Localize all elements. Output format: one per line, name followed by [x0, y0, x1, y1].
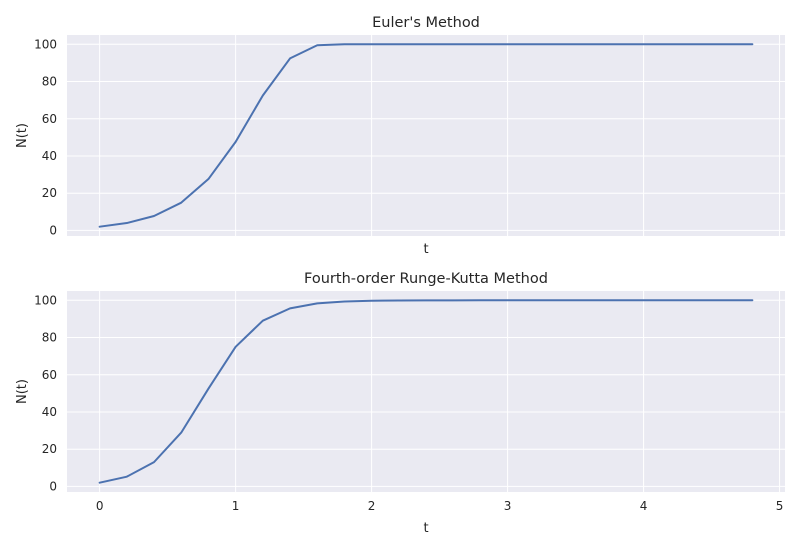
chart-0-ytick-label-2: 40	[42, 149, 57, 163]
chart-0-ytick-label-3: 60	[42, 112, 57, 126]
chart-0-ytick-label-4: 80	[42, 75, 57, 89]
chart-0-ytick-label-1: 20	[42, 186, 57, 200]
chart-1-xtick-label-5: 5	[776, 499, 784, 513]
chart-1-xtick-label-0: 0	[96, 499, 104, 513]
chart-1-ytick-label-2: 40	[42, 405, 57, 419]
chart-1-plot-area	[67, 291, 785, 492]
chart-1-ytick-label-1: 20	[42, 442, 57, 456]
chart-1-ytick-label-3: 60	[42, 368, 57, 382]
chart-1-ylabel: N(t)	[15, 379, 30, 404]
chart-1-panel: 0 20 40 60 80 100 0 1 2 3 4 5 Fourth-order Runge-Kut…	[15, 271, 785, 536]
chart-0-xlabel: t	[423, 242, 428, 257]
chart-1-series-0-line	[98, 299, 754, 484]
chart-1-xtick-label-1: 1	[232, 499, 240, 513]
chart-1-title: Fourth-order Runge-Kutta Method	[304, 271, 548, 287]
chart-0-plot-area	[67, 35, 785, 236]
chart-1-ytick-label-0: 0	[49, 479, 57, 493]
chart-0-title: Euler's Method	[372, 15, 480, 31]
chart-1-xlabel: t	[423, 521, 428, 536]
chart-0-series-0-line	[98, 43, 754, 228]
chart-0-ylabel: N(t)	[15, 123, 30, 148]
chart-1-xtick-label-3: 3	[504, 499, 512, 513]
chart-1-ytick-label-5: 100	[34, 293, 57, 307]
chart-1-ytick-label-4: 80	[42, 331, 57, 345]
chart-0-ytick-label-5: 100	[34, 37, 57, 51]
chart-0-ytick-label-0: 0	[49, 223, 57, 237]
chart-1-xtick-label-4: 4	[640, 499, 648, 513]
chart-1-xtick-label-2: 2	[368, 499, 376, 513]
chart-0-panel: 0 20 40 60 80 100 Euler's Method t N(t)	[15, 15, 785, 257]
